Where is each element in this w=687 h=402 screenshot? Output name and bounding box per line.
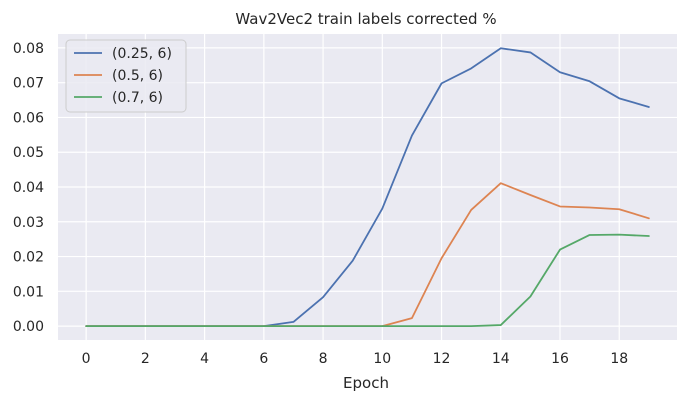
chart-title: Wav2Vec2 train labels corrected % bbox=[235, 10, 496, 28]
series-line-3 bbox=[85, 233, 650, 327]
y-axis: 0.00 0.01 0.02 0.03 0.04 0.05 0.06 0.07 0.08 bbox=[13, 41, 44, 335]
legend: (0.25, 6) (0.5, 6) (0.7, 6) bbox=[65, 39, 187, 113]
legend-label-2: (0.5, 6) bbox=[112, 68, 163, 84]
x-tick-label: 10 bbox=[373, 351, 391, 367]
y-tick-label: 0.06 bbox=[13, 110, 44, 126]
y-tick-label: 0.05 bbox=[13, 145, 44, 161]
x-axis: 0 2 4 6 8 10 12 14 16 18 bbox=[82, 351, 628, 367]
legend-label-1: (0.25, 6) bbox=[112, 46, 172, 62]
y-tick-label: 0.03 bbox=[13, 215, 44, 231]
x-tick-label: 16 bbox=[551, 351, 569, 367]
x-tick-label: 4 bbox=[200, 351, 209, 367]
legend-box bbox=[65, 39, 187, 113]
x-axis-label: Epoch bbox=[343, 374, 389, 392]
y-tick-label: 0.08 bbox=[13, 41, 44, 57]
x-tick-label: 12 bbox=[433, 351, 451, 367]
y-tick-label: 0.01 bbox=[13, 284, 44, 300]
series-layer bbox=[85, 47, 650, 327]
x-tick-label: 2 bbox=[141, 351, 150, 367]
x-tick-label: 14 bbox=[492, 351, 510, 367]
x-tick-label: 6 bbox=[259, 351, 268, 367]
legend-label-3: (0.7, 6) bbox=[112, 90, 163, 106]
y-tick-label: 0.07 bbox=[13, 76, 44, 92]
x-tick-label: 8 bbox=[319, 351, 328, 367]
y-tick-label: 0.04 bbox=[13, 180, 44, 196]
x-tick-label: 18 bbox=[610, 351, 628, 367]
y-tick-label: 0.02 bbox=[13, 250, 44, 266]
x-tick-label: 0 bbox=[82, 351, 91, 367]
y-tick-label: 0.00 bbox=[13, 319, 44, 335]
